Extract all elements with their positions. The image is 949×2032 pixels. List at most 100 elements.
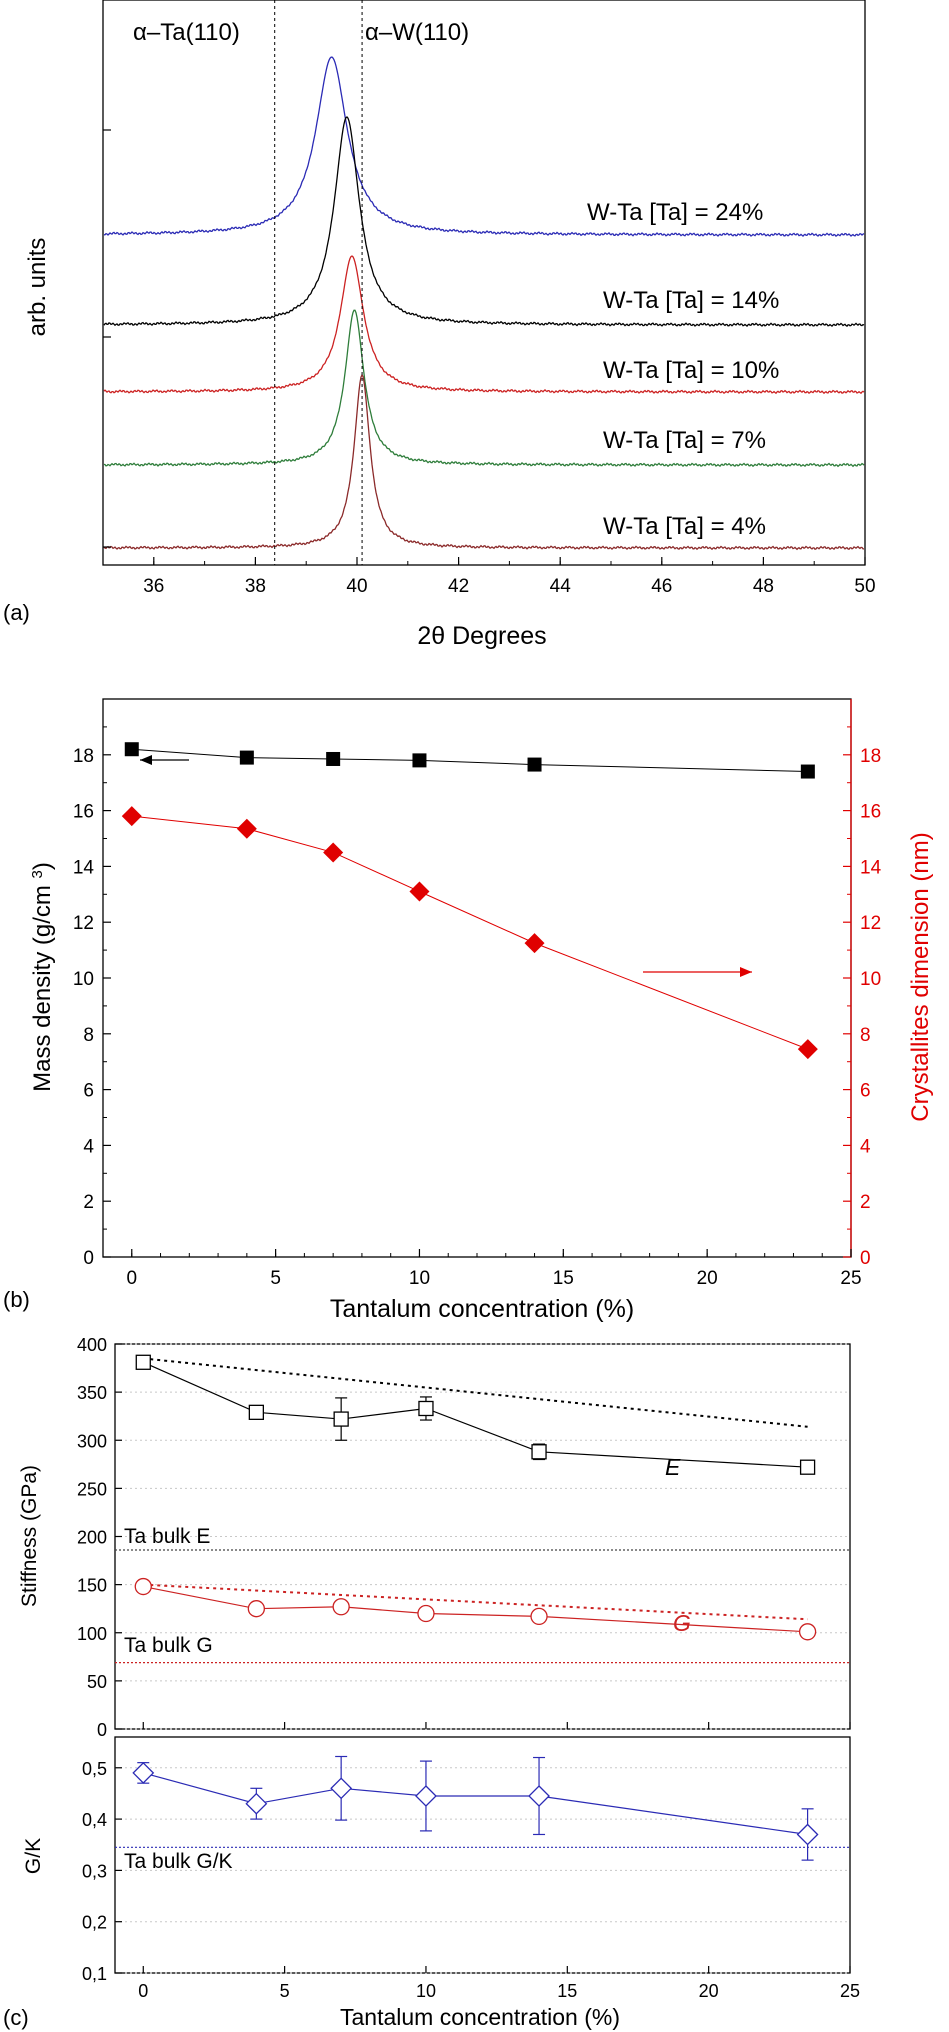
panel-a-reflabel-w: α–W(110) [365,19,469,46]
series-line-e [143,1361,808,1468]
panel-b-xtick-label: 25 [840,1268,861,1289]
panel-b-right-tick-label: 14 [860,857,882,878]
panel-c-top-grid [115,1343,850,1730]
point-gk [132,1761,155,1784]
panel-a-series-label-24: W-Ta [Ta] = 24% [587,199,763,226]
panel-c-bottom-frame [114,1736,851,1974]
panel-a-xtick-label: 36 [143,576,164,597]
panel-c-xtick-label: 5 [280,1981,290,2001]
panel-c-top-x-ticks [142,1722,851,1729]
c2-ytick-label: 0,2 [82,1913,107,1933]
panel-b-point-crystallite [323,842,344,863]
panel-b-left-tick-label: 14 [73,857,95,878]
c2-ytick-label: 0,4 [82,1810,107,1830]
panel-a-xtick-label: 50 [854,576,875,597]
panel-c-bottom-y-axis-label: G/K [22,1838,45,1874]
panel-a-xtick-label: 46 [651,576,672,597]
panel-b-xtick-label: 5 [270,1268,281,1289]
panel-b-x-axis-label: Tantalum concentration (%) [330,1295,634,1323]
panel-b-xtick-label: 0 [126,1268,137,1289]
panel-b-right-tick-label: 8 [860,1025,871,1046]
c1-ytick-label: 50 [87,1672,107,1692]
panel-b-left-tick-label: 12 [73,913,94,934]
point-e [248,1404,264,1420]
panel-b-left-axis-label-text: Mass density (g/cm [29,885,56,1092]
panel-a-series-label-10: W-Ta [Ta] = 10% [603,357,779,384]
panel-a-series-line [103,116,865,328]
panel-a-series-label-4: W-Ta [Ta] = 4% [603,513,766,540]
panel-b-left-tick-label: 4 [83,1136,94,1157]
panel-a-series-line [103,56,865,237]
panel-b-arrow-left [140,755,189,765]
panel-b-right-ticks: 0 2 4 6 8 10 12 14 16 18 [843,699,882,1269]
panel-b-arrow-right [643,967,752,977]
panel-b-point-crystallite [121,806,142,827]
panel-b-right-tick-label: 4 [860,1136,871,1157]
panel-a-series-line [103,309,865,468]
panel-b-frame [102,698,852,1258]
c1-ytick-label: 0 [97,1720,107,1740]
trend-line-g [143,1583,808,1621]
panel-b-point-density [326,751,341,766]
panel-c-top-y-ticks: 0 50 100 150 200 250 300 350 400 [77,1335,122,1740]
point-g [417,1604,435,1623]
c1-ytick-label: 300 [77,1431,107,1451]
c1-ytick-label: 250 [77,1479,107,1499]
panel-b-left-tick-label: 6 [83,1081,94,1102]
point-g [530,1607,548,1626]
panel-b-point-crystallite [409,881,430,902]
panel-a-xtick-label: 44 [550,576,572,597]
panel-b-point-density [412,753,427,768]
series-line-g [143,1585,808,1633]
point-g [332,1598,350,1616]
panel-c-x-axis-label: Tantalum concentration (%) [340,2004,620,2030]
panel-c-letter: (c) [3,2005,29,2030]
point-gk [330,1777,353,1800]
point-e [333,1411,349,1427]
panel-b-series-line [131,815,809,1050]
panel-a-series-line [103,373,864,551]
panel-c-top-y-axis-label: Stiffness (GPa) [18,1465,41,1607]
panel-a-x-ticks: 36 38 40 42 44 46 48 50 [102,557,876,597]
point-e [531,1444,547,1460]
panel-c-bottom-x-ticks: 0 5 10 15 20 25 [138,1966,860,2001]
panel-b-right-tick-label: 16 [860,802,881,823]
annot-ta-bulk-e: Ta bulk E [124,1525,210,1548]
panel-a-series-group [103,56,865,551]
annot-ta-bulk-g: Ta bulk G [124,1634,213,1657]
c2-ytick-label: 0,3 [82,1861,107,1881]
panel-a-reflabel-ta: α–Ta(110) [133,19,240,46]
panel-a-xtick-label: 38 [245,576,266,597]
point-e [135,1354,151,1370]
panel-c-xtick-label: 0 [138,1981,148,2001]
panel-b-xtick-label: 15 [553,1268,574,1289]
panel-b-left-tick-label: 8 [83,1025,94,1046]
panel-c-bottom-y-ticks: 0,1 0,2 0,3 0,4 0,5 [82,1759,122,1984]
panel-b-point-crystallite [524,933,545,954]
panel-b-left-tick-label: 2 [83,1192,94,1213]
panel-b-right-tick-label: 6 [860,1081,871,1102]
panel-c-top-series-group [134,1354,817,1641]
panel-b-left-tick-label: 18 [73,746,94,767]
panel-b-left-tick-label: 0 [83,1248,94,1269]
panel-c-xtick-label: 20 [699,1981,719,2001]
panel-b-point-crystallite [236,818,257,839]
panel-a-xtick-label: 42 [448,576,469,597]
panel-a-y-axis-label: arb. units [24,238,51,337]
panel-c-xtick-label: 10 [416,1981,436,2001]
panel-b-left-axis-label: Mass density (g/cm 3) [29,862,57,1092]
c1-ytick-label: 200 [77,1528,107,1548]
panel-a-y-ticks [103,129,111,548]
panel-a-series-label-14: W-Ta [Ta] = 14% [603,287,779,314]
panel-a-xtick-label: 40 [346,576,367,597]
panel-b-x-ticks: 0 5 10 15 20 25 [126,1249,862,1289]
panel-b-right-tick-label: 2 [860,1192,871,1213]
point-gk [796,1823,819,1846]
annot-g: G [673,1610,691,1636]
point-e [418,1400,434,1417]
panel-c-xtick-label: 25 [840,1981,860,2001]
point-gk [245,1792,268,1815]
panel-b-left-tick-label: 16 [73,802,94,823]
panel-c-xtick-label: 15 [557,1981,577,2001]
